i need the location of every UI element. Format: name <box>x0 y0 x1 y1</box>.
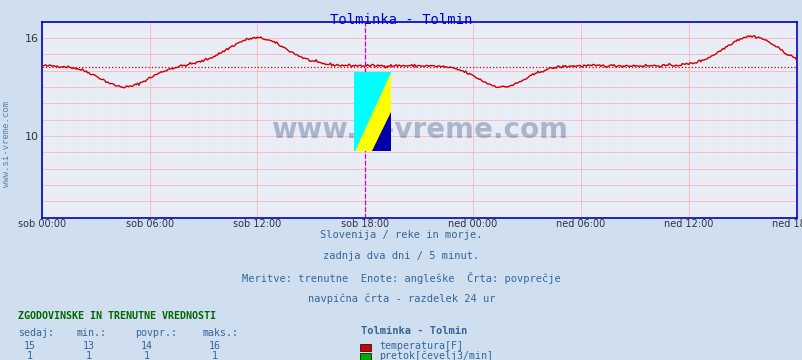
Text: 1: 1 <box>26 351 33 360</box>
Text: 14: 14 <box>141 341 152 351</box>
Polygon shape <box>354 72 390 151</box>
Text: min.:: min.: <box>76 328 106 338</box>
Text: Slovenija / reke in morje.: Slovenija / reke in morje. <box>320 230 482 240</box>
Text: pretok[čevelj3/min]: pretok[čevelj3/min] <box>379 350 492 360</box>
Text: Tolminka - Tolmin: Tolminka - Tolmin <box>330 13 472 27</box>
Text: maks.:: maks.: <box>202 328 238 338</box>
Polygon shape <box>372 112 390 151</box>
Text: 1: 1 <box>144 351 150 360</box>
Text: www.si-vreme.com: www.si-vreme.com <box>2 101 11 187</box>
Text: 15: 15 <box>24 341 35 351</box>
Text: 1: 1 <box>85 351 91 360</box>
Text: 16: 16 <box>209 341 220 351</box>
Text: povpr.:: povpr.: <box>135 328 176 338</box>
Text: sedaj:: sedaj: <box>18 328 54 338</box>
Text: Tolminka - Tolmin: Tolminka - Tolmin <box>361 326 467 336</box>
Text: navpična črta - razdelek 24 ur: navpična črta - razdelek 24 ur <box>307 293 495 303</box>
Text: 1: 1 <box>211 351 217 360</box>
Text: ZGODOVINSKE IN TRENUTNE VREDNOSTI: ZGODOVINSKE IN TRENUTNE VREDNOSTI <box>18 311 216 321</box>
Text: www.si-vreme.com: www.si-vreme.com <box>270 116 567 144</box>
Polygon shape <box>354 72 390 151</box>
Text: zadnja dva dni / 5 minut.: zadnja dva dni / 5 minut. <box>323 251 479 261</box>
Text: Meritve: trenutne  Enote: angleške  Črta: povprečje: Meritve: trenutne Enote: angleške Črta: … <box>242 272 560 284</box>
Text: temperatura[F]: temperatura[F] <box>379 341 463 351</box>
Text: 13: 13 <box>83 341 94 351</box>
